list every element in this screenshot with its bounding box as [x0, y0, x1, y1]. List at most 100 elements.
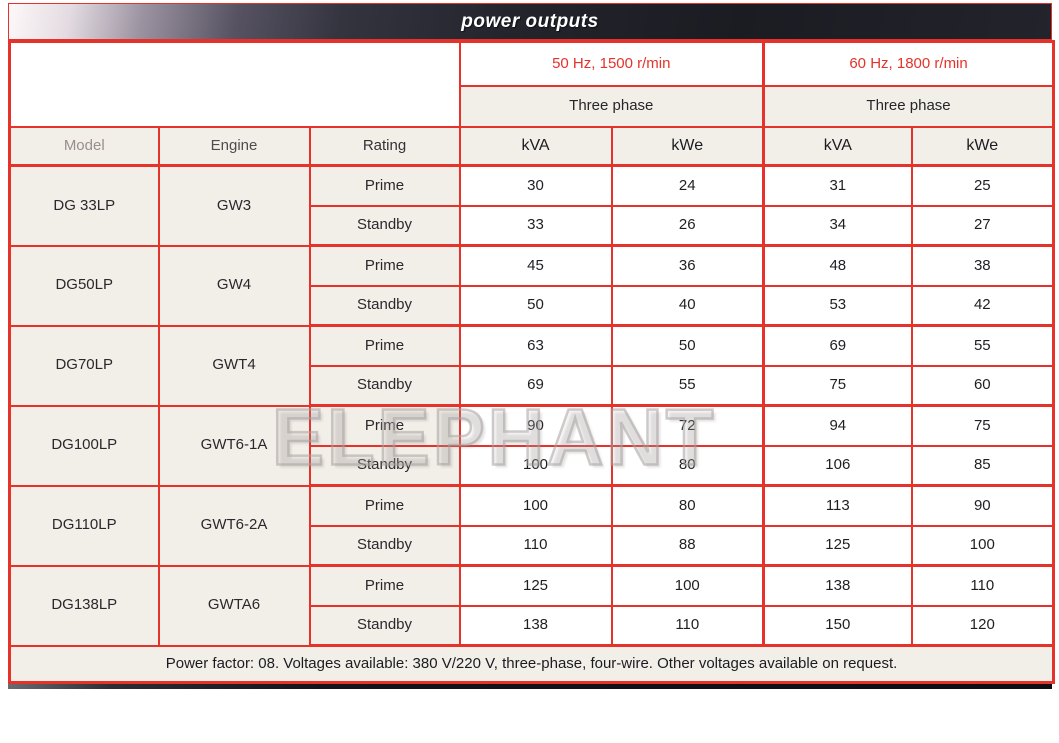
value-cell: 38: [910, 244, 1055, 287]
value-cell: 100: [610, 564, 765, 607]
value-cell: 75: [910, 404, 1055, 447]
value-cell: 55: [610, 364, 765, 407]
rating-cell: Standby: [308, 364, 461, 407]
col-header-kwe-60hz: kWe: [910, 125, 1055, 167]
spec-sheet: power outputs 50 Hz, 1500 r/min 60 Hz, 1…: [8, 3, 1056, 689]
engine-cell: GWTA6: [157, 564, 311, 647]
value-cell: 33: [458, 204, 613, 247]
rating-cell: Standby: [308, 284, 461, 327]
value-cell: 138: [762, 564, 913, 607]
value-cell: 69: [458, 364, 613, 407]
col-header-model: Model: [8, 125, 160, 167]
header-60hz: 60 Hz, 1800 r/min: [762, 40, 1055, 87]
value-cell: 75: [762, 364, 913, 407]
value-cell: 113: [762, 484, 913, 527]
value-cell: 72: [610, 404, 765, 447]
value-cell: 48: [762, 244, 913, 287]
value-cell: 138: [458, 604, 613, 647]
table-row: DG50LP GW4 Prime 45 36 48 38: [8, 244, 1055, 327]
col-header-kva-60hz: kVA: [762, 125, 913, 167]
rating-cell: Standby: [308, 524, 461, 567]
value-cell: 85: [910, 444, 1055, 487]
value-cell: 100: [458, 444, 613, 487]
bottom-accent-bar: [8, 684, 1052, 689]
value-cell: 100: [910, 524, 1055, 567]
table-row: Standby 100 80 106 85: [10, 444, 1055, 487]
model-cell: DG70LP: [8, 324, 160, 407]
value-cell: 88: [610, 524, 765, 567]
value-cell: 106: [762, 444, 913, 487]
rating-cell: Prime: [308, 484, 461, 527]
phase-header-row: Three phase Three phase: [10, 84, 1055, 128]
header-three-phase-60hz: Three phase: [762, 84, 1055, 128]
value-cell: 80: [610, 444, 765, 487]
model-cell: DG50LP: [8, 244, 160, 327]
model-cell: DG110LP: [8, 484, 160, 567]
table-row: DG138LP GWTA6 Prime 125 100 138 110: [8, 564, 1055, 647]
value-cell: 60: [910, 364, 1055, 407]
value-cell: 36: [610, 244, 765, 287]
rating-cell: Prime: [308, 244, 461, 287]
page-title: power outputs: [461, 10, 599, 32]
rating-cell: Standby: [308, 204, 461, 247]
footer-row: Power factor: 08. Voltages available: 38…: [8, 644, 1055, 684]
table-row: DG100LP GWT6-1A Prime 90 72 94 75: [8, 404, 1055, 487]
rating-cell: Standby: [308, 444, 461, 487]
rating-cell: Prime: [308, 404, 461, 447]
title-bar: power outputs: [8, 3, 1052, 40]
value-cell: 34: [762, 204, 913, 247]
engine-cell: GWT4: [157, 324, 311, 407]
value-cell: 45: [458, 244, 613, 287]
rating-cell: Standby: [308, 604, 461, 647]
footer-note: Power factor: 08. Voltages available: 38…: [8, 644, 1055, 684]
value-cell: 110: [910, 564, 1055, 607]
value-cell: 125: [762, 524, 913, 567]
col-header-kwe-50hz: kWe: [610, 125, 765, 167]
header-50hz: 50 Hz, 1500 r/min: [458, 40, 765, 87]
col-header-kva-50hz: kVA: [458, 125, 613, 167]
engine-cell: GWT6-1A: [157, 404, 311, 487]
value-cell: 42: [910, 284, 1055, 327]
engine-cell: GW3: [157, 164, 311, 247]
table-row: DG110LP GWT6-2A Prime 100 80 113 90: [8, 484, 1055, 567]
table-row: DG 33LP GW3 Prime 30 24 31 25: [8, 164, 1055, 247]
value-cell: 53: [762, 284, 913, 327]
table-row: DG70LP GWT4 Prime 63 50 69 55: [8, 324, 1055, 407]
value-cell: 31: [762, 164, 913, 207]
col-header-engine: Engine: [157, 125, 311, 167]
table-row: Standby 33 26 34 27: [10, 204, 1055, 247]
value-cell: 40: [610, 284, 765, 327]
value-cell: 50: [610, 324, 765, 367]
rating-cell: Prime: [308, 564, 461, 607]
col-header-rating: Rating: [308, 125, 461, 167]
engine-cell: GW4: [157, 244, 311, 327]
value-cell: 125: [458, 564, 613, 607]
model-cell: DG100LP: [8, 404, 160, 487]
value-cell: 27: [910, 204, 1055, 247]
corner-empty-cell: [8, 40, 461, 128]
table-row: Standby 69 55 75 60: [10, 364, 1055, 407]
model-cell: DG138LP: [8, 564, 160, 647]
rating-cell: Prime: [308, 164, 461, 207]
power-outputs-table: 50 Hz, 1500 r/min 60 Hz, 1800 r/min Thre…: [8, 40, 1056, 684]
value-cell: 69: [762, 324, 913, 367]
value-cell: 25: [910, 164, 1055, 207]
value-cell: 120: [910, 604, 1055, 647]
value-cell: 80: [610, 484, 765, 527]
column-header-row: Model Engine Rating kVA kWe kVA kWe: [8, 125, 1055, 167]
header-three-phase-50hz: Three phase: [458, 84, 765, 128]
value-cell: 94: [762, 404, 913, 447]
value-cell: 24: [610, 164, 765, 207]
value-cell: 90: [458, 404, 613, 447]
model-cell: DG 33LP: [8, 164, 160, 247]
value-cell: 150: [762, 604, 913, 647]
table-row: Standby 110 88 125 100: [10, 524, 1055, 567]
value-cell: 90: [910, 484, 1055, 527]
value-cell: 100: [458, 484, 613, 527]
value-cell: 110: [610, 604, 765, 647]
value-cell: 30: [458, 164, 613, 207]
value-cell: 110: [458, 524, 613, 567]
rating-cell: Prime: [308, 324, 461, 367]
frequency-header-row: 50 Hz, 1500 r/min 60 Hz, 1800 r/min: [8, 40, 1055, 128]
value-cell: 63: [458, 324, 613, 367]
